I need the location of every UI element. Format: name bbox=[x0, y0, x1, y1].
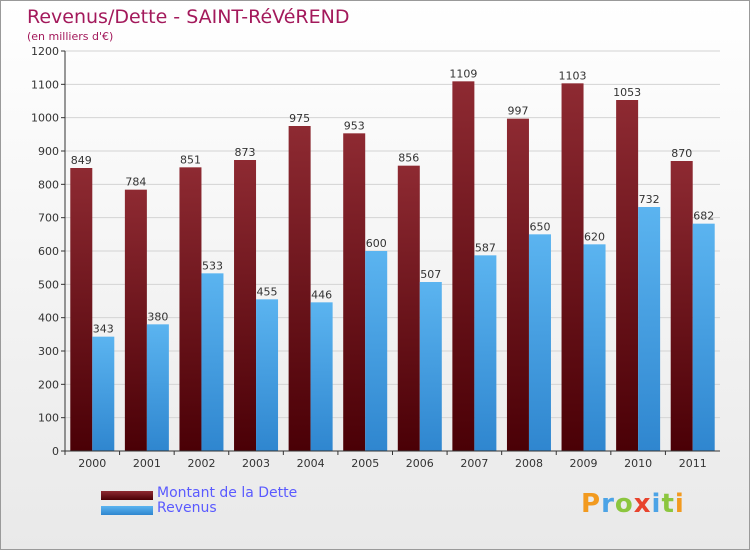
data-label-revenus: 620 bbox=[584, 230, 605, 243]
bar-revenus bbox=[310, 302, 333, 451]
chart-title: Revenus/Dette - SAINT-RéVéREND bbox=[27, 6, 350, 28]
x-tick-label: 2005 bbox=[351, 457, 379, 470]
bar-debt bbox=[234, 160, 257, 451]
data-label-debt: 784 bbox=[125, 176, 146, 189]
bar-debt bbox=[288, 126, 311, 451]
y-tick-label: 1000 bbox=[31, 112, 59, 125]
bar-revenus bbox=[146, 324, 169, 451]
data-label-revenus: 587 bbox=[475, 241, 496, 254]
bar-debt bbox=[452, 81, 475, 451]
x-tick-label: 2007 bbox=[460, 457, 488, 470]
data-label-revenus: 600 bbox=[366, 237, 387, 250]
bar-debt bbox=[561, 83, 584, 451]
y-tick-label: 200 bbox=[38, 378, 59, 391]
data-label-debt: 856 bbox=[398, 152, 419, 165]
x-tick-label: 2006 bbox=[406, 457, 434, 470]
y-tick-label: 600 bbox=[38, 245, 59, 258]
y-tick-label: 1200 bbox=[31, 45, 59, 58]
bar-debt bbox=[343, 133, 366, 452]
legend-swatch-debt bbox=[101, 491, 153, 500]
x-tick-label: 2001 bbox=[133, 457, 161, 470]
bar-revenus bbox=[92, 336, 115, 451]
bar-layer bbox=[70, 81, 715, 452]
data-label-revenus: 380 bbox=[147, 310, 168, 323]
y-tick-label: 0 bbox=[52, 445, 59, 458]
x-tick-label: 2003 bbox=[242, 457, 270, 470]
data-label-debt: 1103 bbox=[559, 69, 587, 82]
x-tick-label: 2008 bbox=[515, 457, 543, 470]
data-label-debt: 975 bbox=[289, 112, 310, 125]
legend-swatch-revenus bbox=[101, 506, 153, 515]
y-tick-label: 900 bbox=[38, 145, 59, 158]
bar-revenus bbox=[256, 299, 279, 451]
data-label-debt: 1053 bbox=[613, 86, 641, 99]
data-label-revenus: 682 bbox=[693, 210, 714, 223]
bar-revenus bbox=[528, 234, 551, 451]
x-tick-label: 2000 bbox=[78, 457, 106, 470]
bar-revenus bbox=[201, 273, 224, 451]
data-label-revenus: 343 bbox=[93, 323, 114, 336]
y-tick-label: 400 bbox=[38, 312, 59, 325]
y-tick-label: 1100 bbox=[31, 78, 59, 91]
data-label-revenus: 455 bbox=[257, 285, 278, 298]
data-label-debt: 997 bbox=[507, 105, 528, 118]
x-tick-label: 2002 bbox=[187, 457, 215, 470]
bar-debt bbox=[506, 118, 529, 452]
x-tick-label: 2010 bbox=[624, 457, 652, 470]
bar-debt bbox=[616, 100, 639, 451]
data-label-debt: 873 bbox=[235, 146, 256, 159]
data-label-debt: 1109 bbox=[449, 67, 477, 80]
y-tick-label: 800 bbox=[38, 178, 59, 191]
data-label-debt: 953 bbox=[344, 119, 365, 132]
bar-debt bbox=[179, 167, 202, 452]
x-tick-label: 2004 bbox=[297, 457, 325, 470]
data-label-revenus: 732 bbox=[639, 193, 660, 206]
bar-revenus bbox=[365, 251, 388, 451]
legend-label-revenus: Revenus bbox=[157, 500, 217, 516]
x-tick-label: 2011 bbox=[679, 457, 707, 470]
data-label-debt: 870 bbox=[671, 147, 692, 160]
axis-layer: 0 100 200 300 400 500 600 700 800 900 1000 1100 1200… bbox=[31, 45, 720, 470]
bar-revenus bbox=[638, 207, 661, 451]
bar-revenus bbox=[474, 255, 497, 451]
data-label-debt: 849 bbox=[71, 154, 92, 167]
bar-debt bbox=[124, 189, 147, 451]
grid-layer bbox=[65, 50, 720, 452]
bar-debt bbox=[670, 161, 693, 451]
y-tick-label: 700 bbox=[38, 212, 59, 225]
data-label-debt: 851 bbox=[180, 153, 201, 166]
bar-revenus bbox=[583, 244, 606, 451]
legend-label-debt: Montant de la Dette bbox=[157, 485, 298, 501]
bar-debt bbox=[397, 165, 420, 451]
data-label-revenus: 507 bbox=[420, 268, 441, 281]
data-label-revenus: 650 bbox=[529, 220, 550, 233]
data-label-revenus: 533 bbox=[202, 259, 223, 272]
y-tick-label: 300 bbox=[38, 345, 59, 358]
data-label-revenus: 446 bbox=[311, 288, 332, 301]
x-tick-label: 2009 bbox=[570, 457, 598, 470]
y-tick-label: 100 bbox=[38, 412, 59, 425]
chart-subtitle: (en milliers d'€) bbox=[27, 30, 114, 43]
label-layer: 849 343 784 380 851 533 873 455 975 446 953 600 856 5… bbox=[71, 67, 714, 335]
proxiti-logo: Proxiti bbox=[581, 489, 685, 519]
bar-revenus bbox=[419, 282, 442, 451]
bar-debt bbox=[70, 168, 93, 451]
bar-revenus bbox=[692, 223, 715, 451]
y-tick-label: 500 bbox=[38, 278, 59, 291]
